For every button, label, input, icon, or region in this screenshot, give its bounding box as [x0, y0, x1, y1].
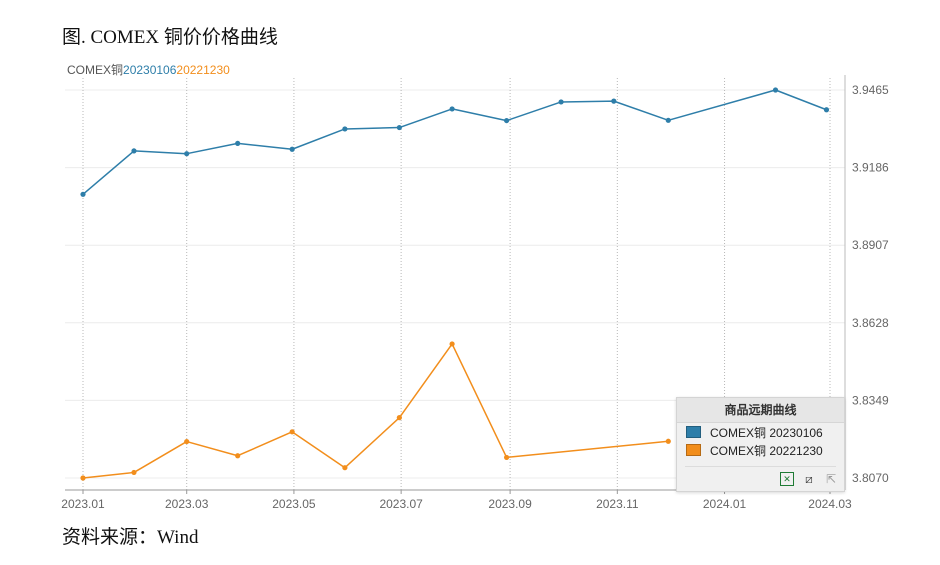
data-point-20221230 — [342, 465, 348, 471]
y-tick-label: 3.9186 — [852, 161, 889, 175]
data-point-20230106 — [558, 99, 564, 105]
data-point-20230106 — [235, 140, 241, 147]
series-points — [80, 87, 830, 481]
x-tick-label: 2023.09 — [488, 497, 532, 511]
data-point-20221230 — [235, 453, 241, 459]
legend-toolbar: ✕ ⧄ ⇱ — [780, 472, 838, 486]
y-tick-label: 3.8907 — [852, 238, 889, 252]
x-tick-label: 2023.03 — [165, 497, 209, 511]
legend-label-series-a: COMEX铜 20230106 — [710, 425, 823, 440]
excel-icon[interactable]: ✕ — [780, 472, 794, 486]
series-header-a: 20230106 — [123, 63, 177, 77]
legend-title: 商品远期曲线 — [677, 398, 844, 423]
series-header-prefix: COMEX铜 — [67, 63, 124, 77]
legend-item-series-b[interactable]: COMEX铜 20221230 — [686, 441, 844, 459]
legend-swatch-series-a — [686, 426, 701, 438]
figure-title: 图. COMEX 铜价价格曲线 — [62, 27, 278, 48]
legend-swatch-series-b — [686, 444, 701, 456]
data-point-20230106 — [289, 146, 295, 152]
x-tick-label: 2023.05 — [272, 497, 316, 511]
y-tick-label: 3.9465 — [852, 83, 889, 97]
series-lines — [82, 89, 827, 479]
x-tick-label: 2024.01 — [703, 497, 747, 511]
data-point-20230106 — [823, 107, 830, 113]
legend-label-series-b: COMEX铜 20221230 — [710, 443, 823, 458]
y-tick-label: 3.8628 — [852, 316, 889, 330]
legend-panel[interactable]: 商品远期曲线 COMEX铜 20230106 COMEX铜 20221230 ✕… — [676, 397, 845, 492]
data-point-20221230 — [131, 469, 137, 476]
data-point-20221230 — [503, 454, 510, 461]
series-line-20221230 — [82, 343, 669, 479]
data-point-20230106 — [503, 117, 510, 124]
data-point-20221230 — [396, 415, 402, 421]
data-point-20221230 — [184, 438, 190, 445]
data-point-20230106 — [772, 87, 779, 93]
x-tick-label: 2023.01 — [61, 497, 105, 511]
y-tick-label: 3.8070 — [852, 471, 889, 485]
crop-icon[interactable]: ⧄ — [805, 471, 813, 486]
x-axis-tick-labels: 2023.01 2023.03 2023.05 2023.07 2023.09 2023.… — [61, 497, 852, 511]
series-line-20230106 — [82, 89, 827, 195]
data-point-20230106 — [665, 117, 671, 123]
data-point-20230106 — [184, 151, 190, 157]
y-tick-label: 3.8349 — [852, 393, 889, 407]
x-tick-label: 2024.03 — [808, 497, 852, 511]
data-point-20230106 — [396, 124, 402, 131]
data-point-20230106 — [449, 106, 455, 112]
select-icon[interactable]: ⇱ — [825, 472, 837, 486]
source-note: 资料来源：Wind — [62, 527, 199, 548]
y-axis-tick-labels: 3.9465 3.9186 3.8907 3.8628 3.8349 3.8070 — [852, 83, 889, 485]
series-header: COMEX铜2023010620221230 — [67, 61, 230, 78]
data-point-20221230 — [80, 475, 86, 481]
data-point-20230106 — [80, 191, 86, 197]
series-header-b: 20221230 — [176, 63, 230, 77]
data-point-20230106 — [131, 148, 137, 154]
data-point-20221230 — [289, 429, 295, 435]
data-point-20230106 — [611, 98, 617, 104]
data-point-20221230 — [665, 438, 671, 444]
legend-item-series-a[interactable]: COMEX铜 20230106 — [686, 423, 844, 441]
legend-divider — [685, 466, 836, 467]
x-tick-label: 2023.11 — [596, 497, 639, 511]
x-tick-label: 2023.07 — [379, 497, 423, 511]
data-point-20230106 — [342, 126, 348, 132]
data-point-20221230 — [449, 341, 455, 347]
